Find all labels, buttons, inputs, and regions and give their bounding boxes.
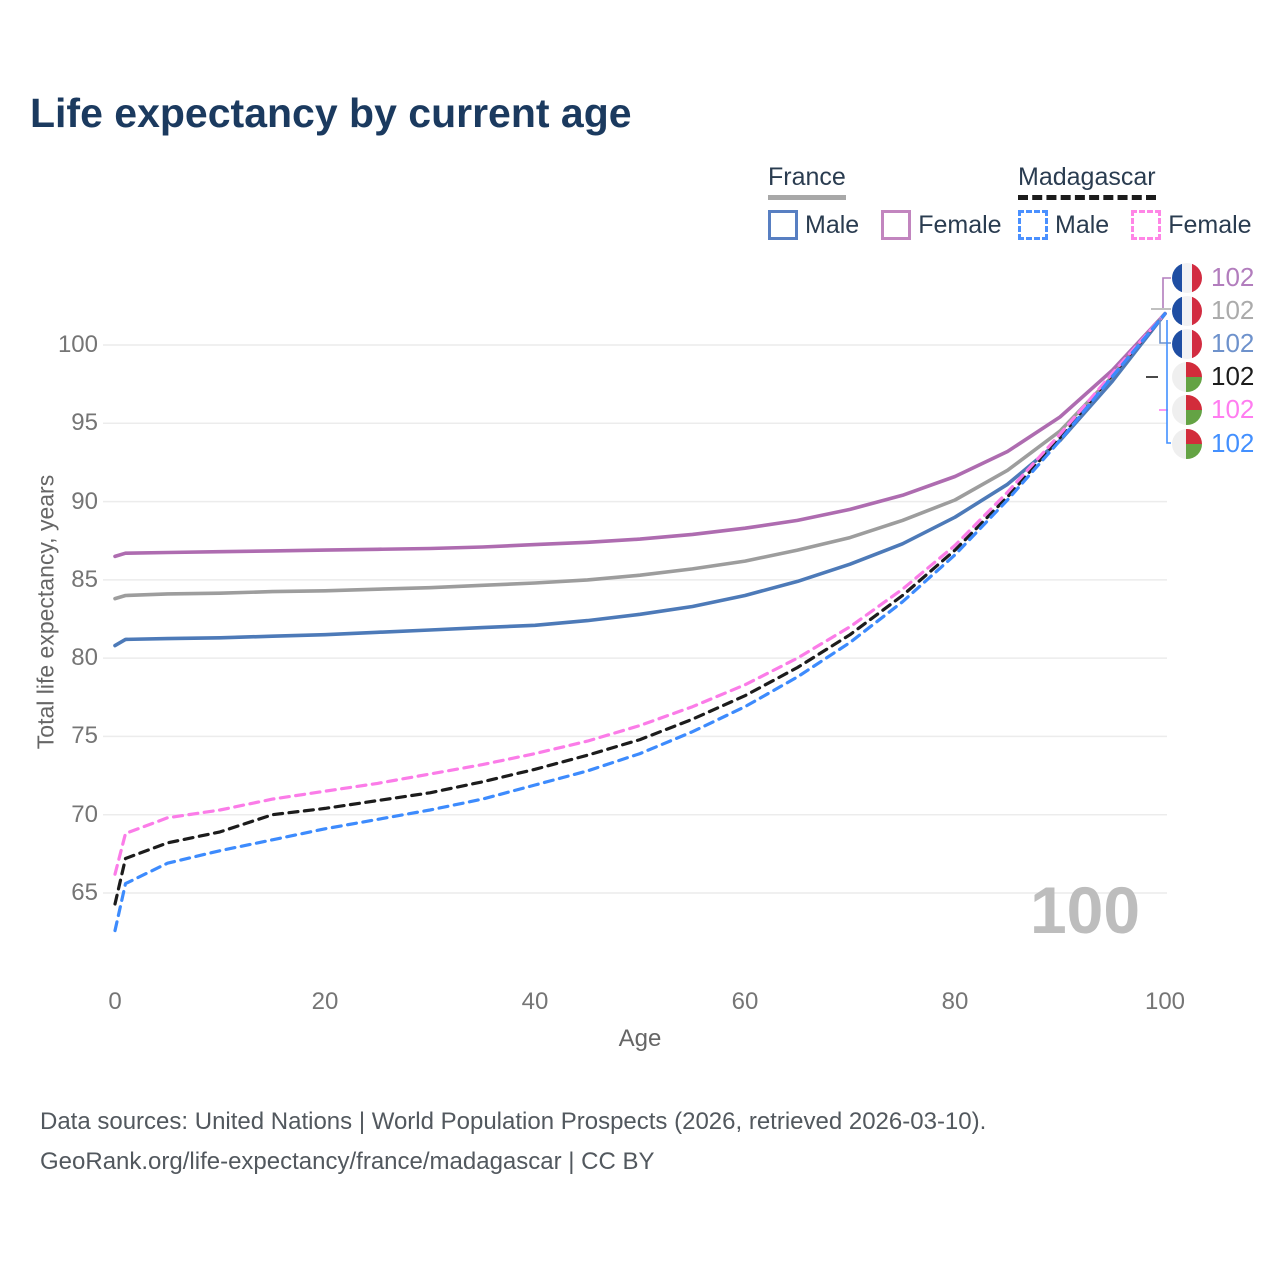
checkbox-france-female[interactable] [881,210,912,240]
y-tick-label-85: 85 [71,565,98,593]
y-tick-label-100: 100 [57,331,98,358]
end-label-row-3: 102 [1172,360,1254,393]
y-tick-label-65: 65 [71,878,98,906]
end-label-connector-5 [1166,320,1171,444]
checkbox-label-france-male[interactable]: Male [805,210,860,239]
y-tick-label-75: 75 [71,722,98,750]
attribution-note: GeoRank.org/life-expectancy/france/madag… [40,1148,655,1175]
x-tick-label-80: 80 [941,988,969,1015]
legend-group-france: France Male Female [768,163,1024,240]
y-tick-label-95: 95 [71,409,98,437]
checkbox-madagascar-male[interactable] [1018,210,1048,240]
end-label-value: 102 [1211,262,1255,292]
legend-header-france: France [768,163,846,200]
end-label-row-1: 102 [1172,294,1254,327]
y-tick-label-80: 80 [71,644,98,672]
y-tick-label-90: 90 [71,487,98,515]
data-sources-note: Data sources: United Nations | World Pop… [40,1108,987,1135]
page-title: Life expectancy by current age [30,90,632,136]
checkbox-france-male[interactable] [768,210,798,240]
madagascar-flag-icon [1172,428,1202,459]
end-label-value: 102 [1211,428,1255,458]
end-label-row-4: 102 [1172,393,1254,426]
end-label-value: 102 [1211,328,1255,358]
end-label-connector-2 [1159,318,1171,344]
series-line-madagascar_female [113,312,1167,876]
end-label-row-0: 102 [1172,261,1254,294]
end-label-row-5: 102 [1172,427,1254,460]
checkbox-madagascar-female[interactable] [1131,210,1162,240]
series-line-madagascar_total [113,312,1167,906]
y-tick-label-70: 70 [71,800,98,828]
series-line-madagascar_male [113,312,1167,933]
end-label-value: 102 [1211,394,1255,424]
end-label-row-2: 102 [1172,327,1254,360]
x-tick-label-40: 40 [521,988,549,1015]
legend-header-madagascar: Madagascar [1018,163,1156,200]
end-label-value: 102 [1211,361,1255,391]
madagascar-flag-icon [1172,394,1202,425]
end-label-value: 102 [1211,295,1255,325]
hover-age-watermark: 100 [1029,873,1141,947]
x-tick-label-20: 20 [311,988,339,1015]
series-line-france_female [113,311,1167,559]
france-flag-icon [1172,328,1202,359]
end-label-connector-0 [1162,277,1171,308]
france-flag-icon [1172,295,1202,326]
x-tick-label-100: 100 [1144,988,1186,1015]
checkbox-label-madagascar-male[interactable]: Male [1055,210,1110,239]
legend-group-madagascar: Madagascar Male Female [1018,163,1274,240]
checkbox-label-madagascar-female[interactable]: Female [1168,210,1252,239]
series-line-france_male [113,311,1167,648]
x-axis-title: Age [618,1025,662,1052]
checkbox-label-france-female[interactable]: Female [918,210,1002,239]
x-tick-label-60: 60 [731,988,759,1015]
x-tick-label-0: 0 [108,988,122,1015]
madagascar-flag-icon [1172,361,1202,392]
series-line-france_total [113,311,1167,601]
france-flag-icon [1172,262,1202,293]
